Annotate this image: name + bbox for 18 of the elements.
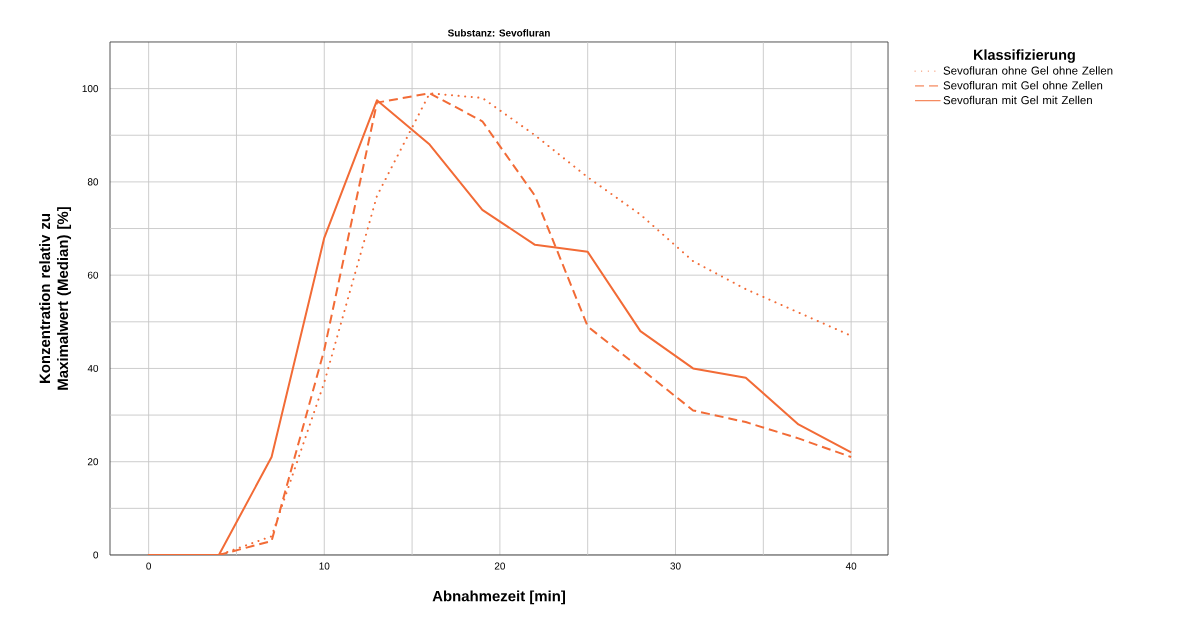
x-tick-label: 0 xyxy=(146,562,152,570)
legend-label: Sevofluran mit Gel mit Zellen xyxy=(943,95,1092,105)
x-tick-label: 20 xyxy=(494,562,506,570)
chart-title: Substanz: Sevofluran xyxy=(447,29,550,37)
legend-label: Sevofluran mit Gel ohne Zellen xyxy=(943,81,1103,90)
x-tick-label: 30 xyxy=(670,562,681,570)
y-tick-label: 60 xyxy=(87,271,99,279)
y-tick-label: 0 xyxy=(93,551,99,559)
y-tick-label: 80 xyxy=(87,178,99,186)
y-tick-label: 100 xyxy=(82,85,99,93)
y-tick-label: 20 xyxy=(87,458,99,466)
legend-title: Klassifizierung xyxy=(974,49,1075,63)
x-tick-label: 10 xyxy=(319,562,330,570)
y-tick-label: 40 xyxy=(87,364,99,372)
x-tick-label: 40 xyxy=(845,562,857,570)
legend-label: Sevofluran ohne Gel ohne Zellen xyxy=(943,66,1113,75)
x-axis-title: Abnahmezeit [min] xyxy=(432,590,565,605)
y-axis-title: Konzentration relativ zu Maximalwert (Median) [%] xyxy=(39,207,72,390)
